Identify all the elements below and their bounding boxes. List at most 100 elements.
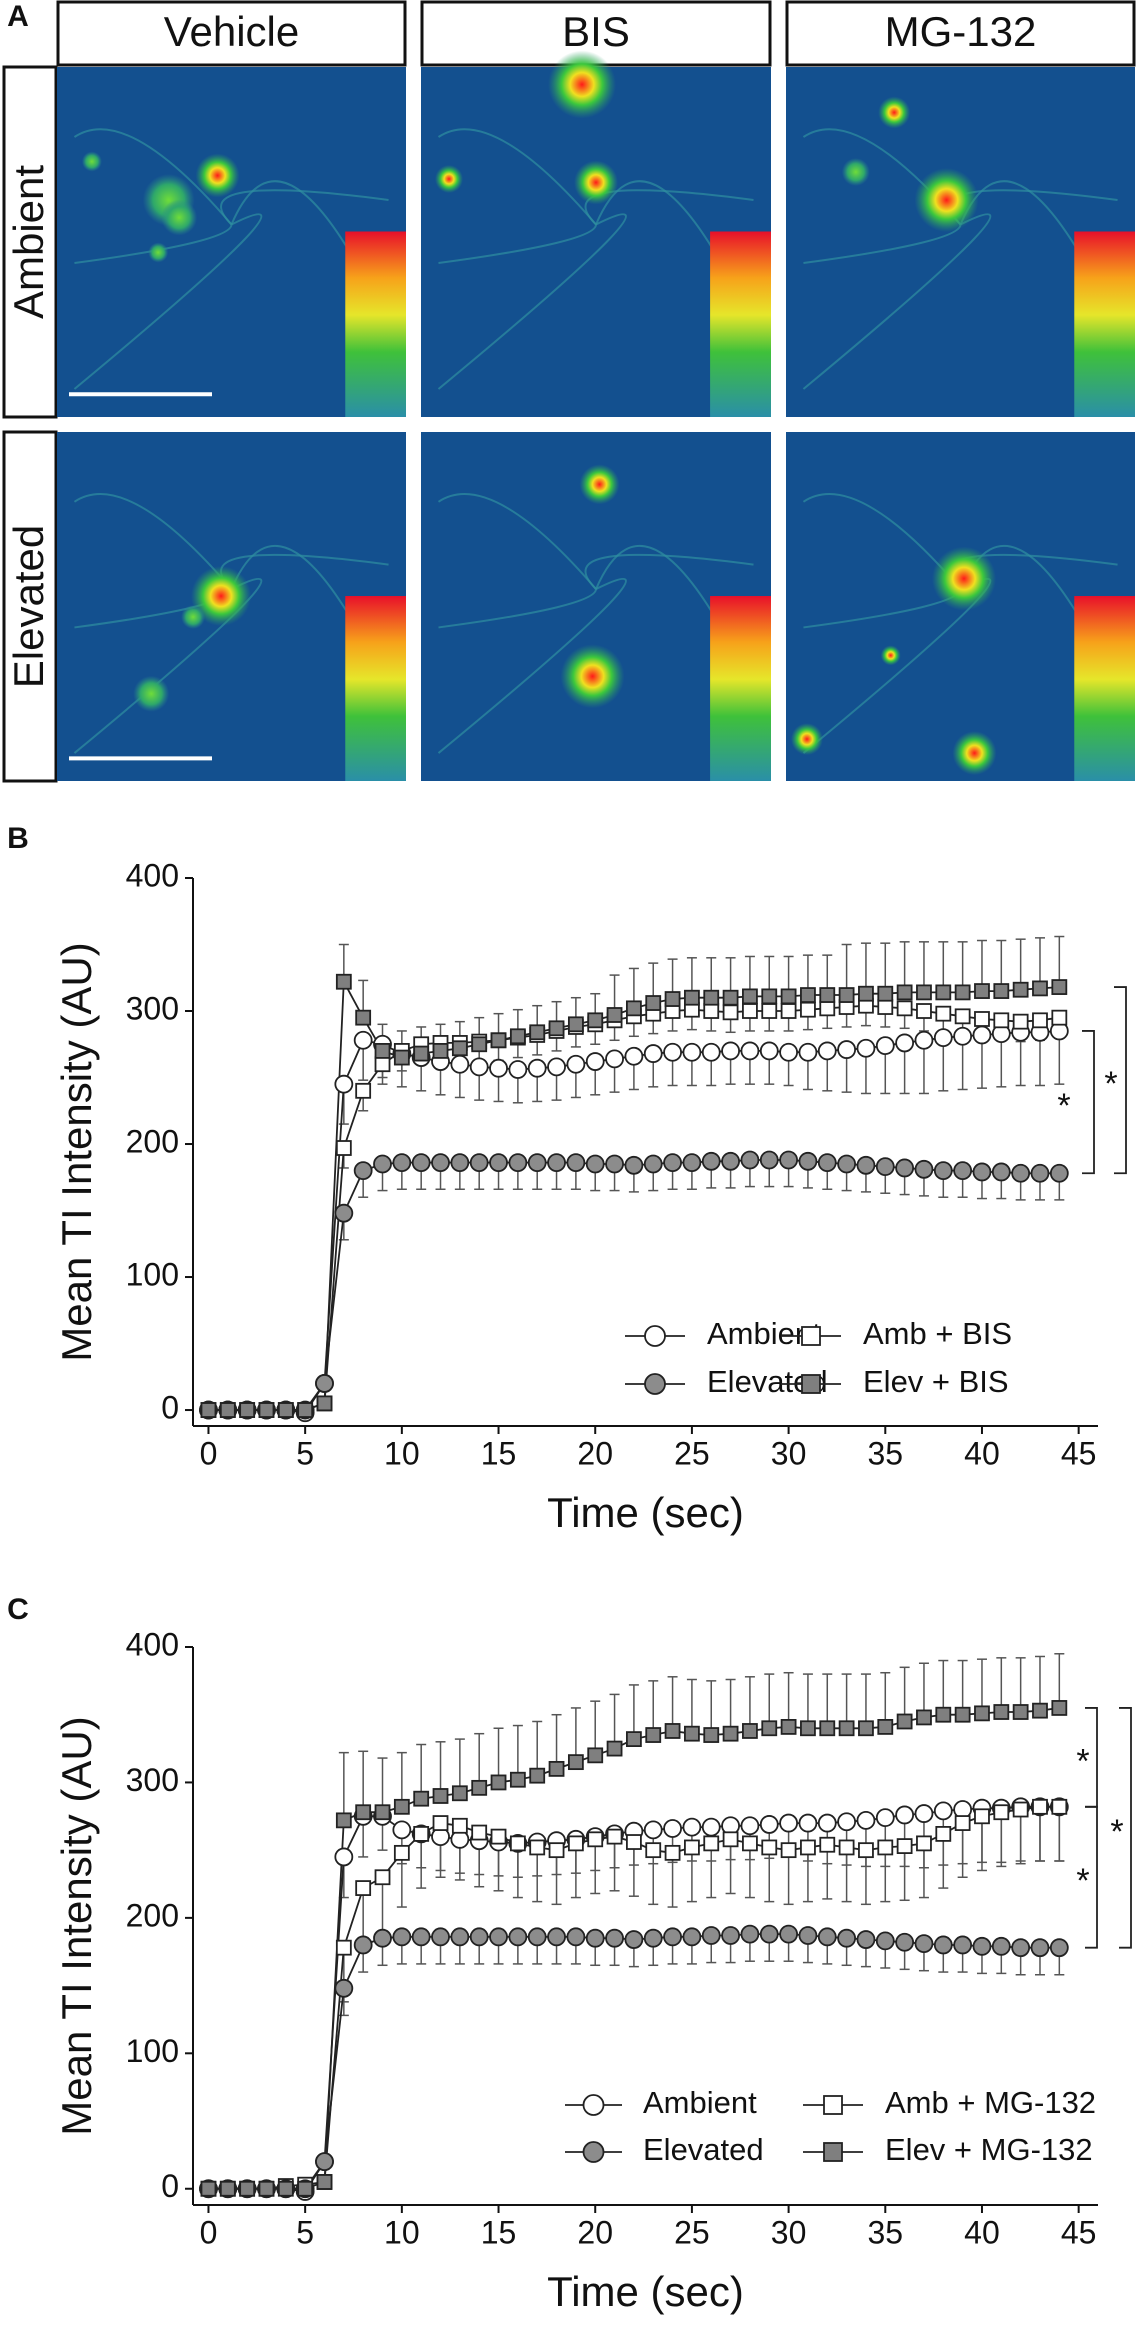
data-point	[529, 1839, 546, 1856]
data-point	[219, 1402, 236, 1418]
error-bar	[590, 1700, 601, 1756]
error-bar	[957, 1823, 968, 1878]
data-point	[374, 1043, 391, 1059]
data-point	[547, 1153, 566, 1173]
data-point	[838, 1720, 855, 1737]
data-point	[663, 1927, 682, 1947]
row-header: Ambient	[5, 165, 52, 319]
x-tick-label: 30	[771, 2214, 807, 2250]
cell	[435, 165, 463, 193]
error-bar	[802, 1847, 813, 1903]
data-point	[373, 1154, 392, 1174]
data-point	[587, 1747, 604, 1764]
x-tick-label: 25	[674, 2214, 710, 2250]
data-point	[431, 1927, 450, 1947]
data-point	[451, 1817, 468, 1834]
data-point	[877, 985, 894, 1002]
error-bar	[918, 941, 929, 993]
data-point	[701, 1926, 721, 1945]
error-bar	[744, 1843, 755, 1899]
data-point	[703, 1727, 720, 1743]
error-bar	[976, 1816, 987, 1872]
legend-label: Amb + BIS	[863, 1316, 1012, 1351]
data-point	[974, 983, 990, 999]
x-tick-label: 35	[867, 1435, 903, 1471]
data-point	[527, 1058, 547, 1078]
color-scale	[1074, 596, 1135, 781]
data-point	[509, 1835, 526, 1852]
data-point	[355, 1082, 372, 1099]
data-point	[993, 983, 1010, 999]
column-header-box	[56, 0, 407, 67]
data-point	[451, 1785, 468, 1802]
data-point	[547, 1927, 566, 1947]
data-point	[335, 1939, 352, 1956]
data-point	[914, 1159, 934, 1179]
legend-label: Elev + BIS	[863, 1364, 1009, 1399]
cell	[841, 158, 870, 186]
data-point	[742, 988, 758, 1005]
cell	[579, 464, 620, 505]
cell	[914, 168, 979, 232]
data-point	[819, 1000, 836, 1017]
data-point	[954, 984, 971, 1001]
y-tick-label: 100	[126, 2033, 179, 2069]
data-point	[721, 1041, 740, 1061]
data-point	[219, 2180, 236, 2197]
error-bar	[570, 1843, 581, 1899]
error-bar	[1054, 1653, 1065, 1708]
data-point	[838, 987, 855, 1003]
cell	[195, 153, 240, 198]
data-point	[432, 1043, 449, 1059]
data-point	[645, 1727, 662, 1743]
error-bar	[918, 1843, 929, 1899]
data-point	[1030, 1163, 1050, 1183]
cell	[878, 96, 911, 129]
data-point	[761, 1839, 778, 1856]
data-point	[837, 1812, 857, 1832]
error-bar	[648, 1680, 659, 1736]
error-bar	[976, 1658, 987, 1714]
data-point	[1051, 1700, 1068, 1716]
color-scale	[1074, 231, 1135, 417]
y-tick-label: 0	[161, 2168, 179, 2204]
data-point	[800, 987, 816, 1003]
data-point	[914, 1804, 934, 1823]
data-point	[953, 1026, 973, 1046]
data-point	[355, 1009, 372, 1026]
bracket-label: *	[1104, 1065, 1117, 1103]
error-bar	[1015, 938, 1026, 990]
data-point	[837, 1154, 857, 1174]
data-point	[817, 1153, 837, 1173]
error-bar	[686, 1678, 697, 1734]
legend-label: Elevated	[643, 2132, 764, 2167]
data-point	[316, 1395, 333, 1412]
error-bar	[551, 1850, 562, 1906]
error-bar	[551, 1713, 562, 1769]
data-point	[335, 1140, 352, 1156]
y-axis-label: Mean TI Intensity (AU)	[53, 1716, 100, 2135]
error-bar	[338, 1751, 349, 1821]
y-tick-label: 100	[126, 1256, 179, 1292]
error-bar	[880, 942, 891, 994]
error-bar	[667, 1676, 678, 1731]
data-point	[780, 1842, 797, 1859]
error-bar	[725, 1678, 736, 1734]
data-point	[877, 1839, 894, 1856]
data-point	[606, 1828, 623, 1845]
data-point	[411, 1927, 431, 1947]
y-tick-label: 400	[126, 857, 179, 893]
error-bar	[802, 1673, 813, 1729]
data-point	[508, 1060, 528, 1079]
data-point	[471, 1779, 488, 1796]
data-point	[817, 1927, 837, 1947]
data-point	[800, 1001, 816, 1018]
column-header: BIS	[562, 8, 630, 55]
error-bar	[860, 1850, 871, 1906]
data-point	[508, 1927, 528, 1947]
data-point	[277, 1402, 294, 1418]
data-point	[800, 1839, 816, 1856]
cell	[880, 645, 901, 666]
data-point	[239, 1402, 256, 1418]
